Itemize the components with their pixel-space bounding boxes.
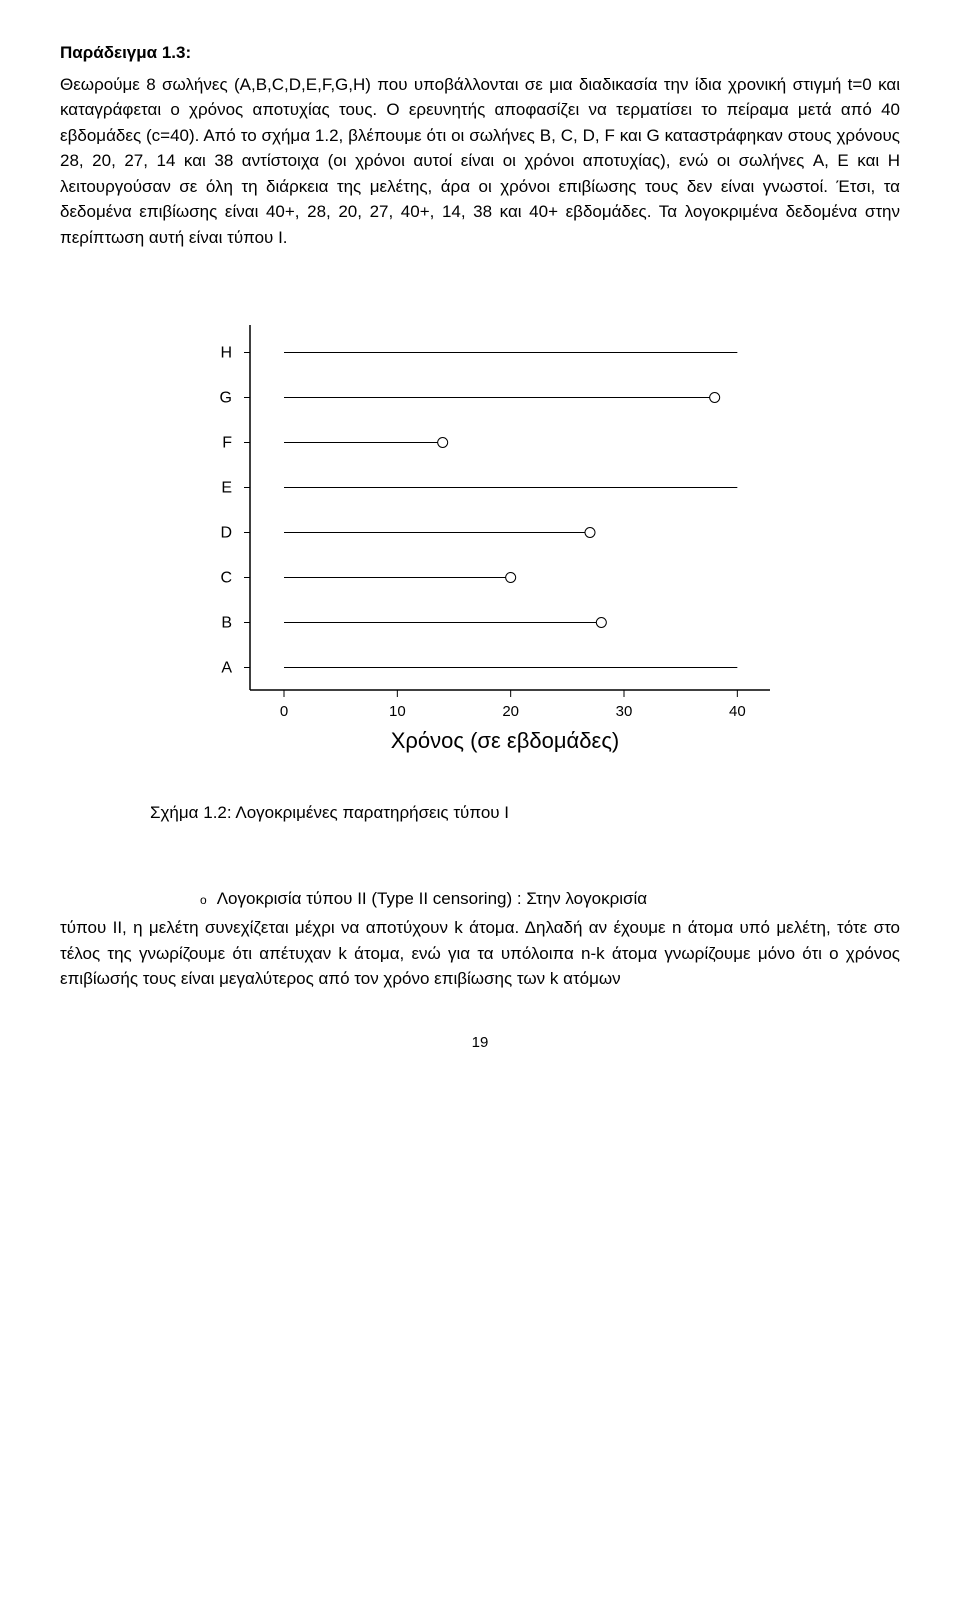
paragraph-1: Θεωρούμε 8 σωλήνες (A,B,C,D,E,F,G,H) που… (60, 72, 900, 251)
svg-text:0: 0 (280, 703, 288, 720)
page-number: 19 (60, 1032, 900, 1055)
figure-caption: Σχήμα 1.2: Λογοκριμένες παρατηρήσεις τύπ… (150, 800, 900, 826)
svg-text:20: 20 (502, 703, 519, 720)
svg-text:10: 10 (389, 703, 406, 720)
svg-text:A: A (221, 660, 232, 677)
subsection-inline-rest: : Στην λογοκρισία (512, 889, 647, 908)
subsection-paragraph: τύπου II, η μελέτη συνεχίζεται μέχρι να … (60, 915, 900, 992)
svg-text:30: 30 (616, 703, 633, 720)
svg-text:D: D (220, 525, 232, 542)
subsection-bullet-row: o Λογοκρισία τύπου II (Type II censoring… (200, 886, 900, 912)
example-heading: Παράδειγμα 1.3: (60, 40, 900, 66)
svg-text:C: C (220, 570, 232, 587)
svg-text:H: H (220, 345, 232, 362)
figure-1-2: 0 10 20 30 40 A B C D E F G H Χρόνος (σε εβδομάδες) (160, 310, 800, 770)
subsection-inline: Λογοκρισία τύπου II (Type II censoring) … (217, 886, 900, 912)
subsection-lead: Λογοκρισία τύπου II (Type II censoring) (217, 889, 512, 908)
svg-text:G: G (220, 390, 232, 407)
svg-text:E: E (221, 480, 232, 497)
svg-text:Χρόνος (σε εβδομάδες): Χρόνος (σε εβδομάδες) (391, 728, 620, 753)
svg-text:F: F (222, 435, 232, 452)
svg-text:40: 40 (729, 703, 746, 720)
survival-chart: 0 10 20 30 40 A B C D E F G H Χρόνος (σε εβδομάδες) (160, 310, 800, 770)
svg-text:B: B (221, 615, 232, 632)
bullet-icon: o (200, 891, 207, 909)
